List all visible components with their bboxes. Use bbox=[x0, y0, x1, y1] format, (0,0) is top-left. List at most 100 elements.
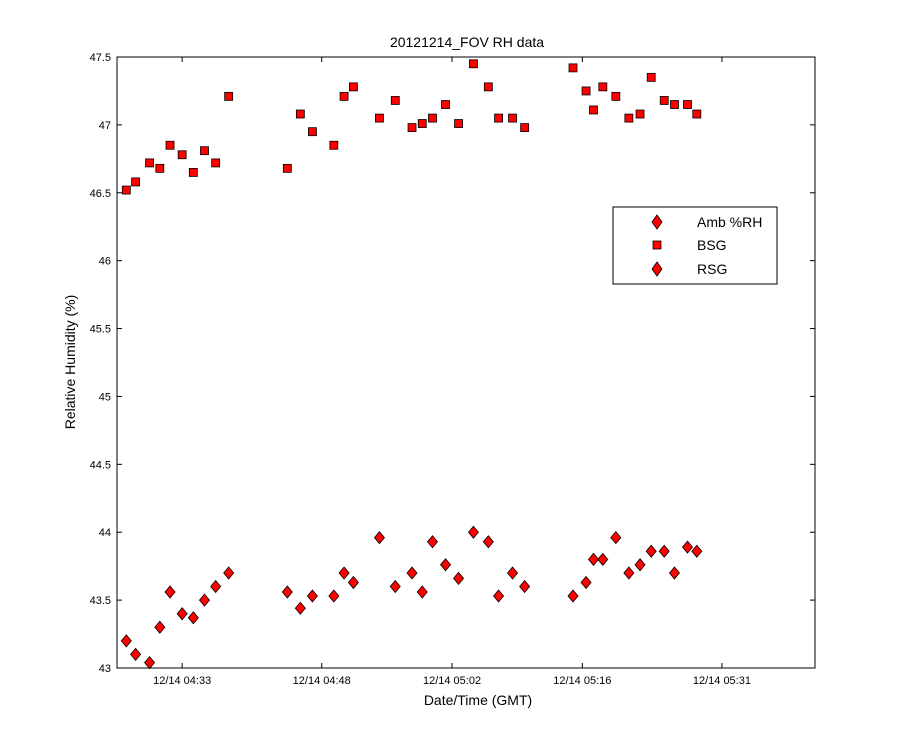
point-rsg bbox=[493, 589, 505, 603]
point-rsg bbox=[467, 525, 479, 539]
point-rsg bbox=[507, 566, 519, 580]
point-bsg bbox=[188, 168, 198, 177]
point-rsg bbox=[187, 611, 199, 625]
point-bsg bbox=[131, 177, 141, 187]
point-bsg bbox=[581, 86, 591, 96]
point-bsg bbox=[692, 109, 702, 119]
y-tick-label: 44 bbox=[99, 527, 111, 539]
point-bsg bbox=[375, 113, 384, 123]
point-bsg bbox=[441, 100, 450, 109]
point-rsg bbox=[587, 552, 600, 567]
y-axis-ticks: 43 43.5 44 44.5 45 45.5 46 46.5 47 47.5 bbox=[90, 52, 815, 675]
point-bsg bbox=[683, 100, 692, 109]
point-bsg bbox=[624, 113, 634, 123]
y-tick-label: 47.5 bbox=[90, 52, 111, 64]
x-tick-label: 12/14 05:31 bbox=[693, 675, 751, 687]
y-axis-label: Relative Humidity (%) bbox=[62, 295, 78, 430]
point-rsg bbox=[210, 579, 222, 594]
point-bsg bbox=[611, 91, 621, 101]
point-bsg bbox=[598, 82, 608, 92]
legend: Amb %RH BSG RSG bbox=[612, 206, 778, 285]
point-rsg bbox=[223, 566, 235, 580]
legend-marker-rsg bbox=[651, 261, 663, 277]
point-bsg bbox=[200, 146, 209, 156]
point-rsg bbox=[373, 531, 385, 545]
x-tick-label: 12/14 04:48 bbox=[293, 675, 351, 687]
point-rsg bbox=[416, 585, 428, 599]
point-bsg bbox=[568, 63, 578, 73]
point-bsg bbox=[659, 96, 669, 105]
plot-area bbox=[116, 56, 816, 669]
legend-label-bsg: BSG bbox=[697, 237, 727, 253]
point-bsg bbox=[508, 113, 517, 123]
point-bsg bbox=[469, 59, 478, 69]
point-bsg bbox=[211, 158, 221, 168]
point-rsg bbox=[482, 535, 494, 549]
point-rsg bbox=[198, 593, 211, 607]
point-rsg bbox=[691, 544, 703, 558]
x-tick-label: 12/14 05:16 bbox=[553, 675, 611, 687]
x-axis-label: Date/Time (GMT) bbox=[424, 692, 532, 708]
point-bsg bbox=[121, 185, 131, 195]
legend-marker-amb-rh bbox=[651, 214, 663, 230]
point-bsg bbox=[428, 113, 437, 123]
point-bsg bbox=[407, 123, 417, 133]
point-rsg bbox=[426, 535, 439, 549]
point-bsg bbox=[494, 113, 503, 123]
point-rsg bbox=[389, 579, 401, 594]
point-bsg bbox=[483, 82, 493, 92]
legend-box bbox=[612, 206, 778, 285]
point-rsg bbox=[347, 575, 359, 590]
x-axis-ticks: 12/14 04:33 12/14 04:48 12/14 05:02 12/14 0… bbox=[153, 57, 751, 687]
y-tick-label: 45 bbox=[99, 391, 111, 403]
point-bsg bbox=[520, 123, 530, 133]
point-bsg bbox=[155, 163, 165, 173]
point-rsg bbox=[154, 620, 166, 634]
point-rsg bbox=[580, 575, 592, 590]
point-rsg bbox=[681, 540, 694, 554]
point-rsg bbox=[519, 579, 531, 594]
point-bsg bbox=[635, 109, 645, 119]
point-bsg bbox=[589, 105, 598, 115]
point-rsg bbox=[294, 601, 306, 615]
point-rsg bbox=[440, 558, 452, 572]
point-rsg bbox=[164, 585, 176, 599]
data-points bbox=[120, 59, 703, 670]
point-rsg bbox=[281, 585, 293, 599]
point-rsg bbox=[406, 566, 418, 580]
legend-label-amb-rh: Amb %RH bbox=[697, 214, 762, 230]
y-tick-label: 45.5 bbox=[90, 324, 111, 336]
point-bsg bbox=[295, 109, 305, 119]
point-bsg bbox=[165, 140, 175, 150]
chart-title: 20121214_FOV RH data bbox=[390, 34, 544, 50]
point-rsg bbox=[610, 531, 622, 545]
x-tick-label: 12/14 05:02 bbox=[423, 675, 481, 687]
point-rsg bbox=[597, 552, 609, 567]
y-tick-label: 46.5 bbox=[90, 188, 111, 200]
point-bsg bbox=[390, 96, 400, 105]
point-bsg bbox=[646, 72, 656, 82]
point-bsg bbox=[329, 140, 339, 150]
point-rsg bbox=[176, 607, 188, 621]
point-rsg bbox=[658, 544, 670, 558]
point-rsg bbox=[623, 566, 635, 580]
point-bsg bbox=[339, 91, 349, 101]
point-rsg bbox=[328, 589, 340, 603]
point-bsg bbox=[454, 119, 463, 128]
y-tick-label: 43 bbox=[99, 663, 111, 675]
point-bsg bbox=[670, 100, 679, 109]
point-bsg bbox=[282, 163, 292, 173]
point-bsg bbox=[417, 119, 427, 128]
point-rsg bbox=[130, 647, 142, 662]
point-bsg bbox=[224, 91, 234, 101]
y-tick-label: 43.5 bbox=[90, 595, 111, 607]
y-tick-label: 47 bbox=[99, 120, 111, 132]
legend-marker-bsg bbox=[652, 240, 662, 250]
point-rsg bbox=[634, 558, 646, 572]
x-tick-label: 12/14 04:33 bbox=[153, 675, 211, 687]
point-rsg bbox=[645, 544, 657, 558]
point-bsg bbox=[145, 158, 154, 168]
point-rsg bbox=[120, 634, 132, 648]
point-rsg bbox=[144, 655, 156, 670]
